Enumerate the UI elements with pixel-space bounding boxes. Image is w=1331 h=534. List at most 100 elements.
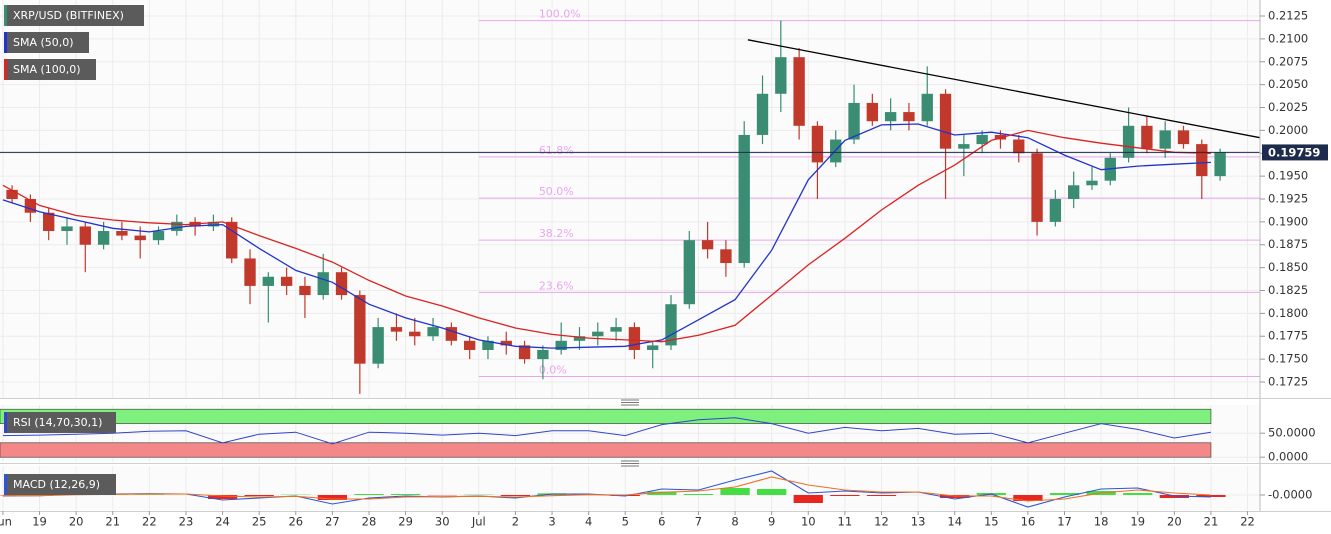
- y-tick-label: 0.2025: [1268, 100, 1308, 114]
- candle-body: [317, 272, 329, 296]
- candle-body: [683, 240, 695, 305]
- candle-body: [390, 327, 403, 332]
- y-tick-label: 0.1925: [1268, 192, 1308, 206]
- candle-body: [409, 331, 421, 337]
- candle-body: [665, 304, 677, 346]
- histogram-bar: [1196, 495, 1226, 497]
- candle-body: [79, 226, 91, 245]
- x-tick-label: 15: [984, 515, 999, 529]
- x-tick-label: 30: [435, 515, 450, 529]
- candle-body: [445, 327, 458, 341]
- legend-box: [4, 5, 144, 26]
- legend-box: [4, 474, 116, 495]
- y-tick-label: 0.1725: [1268, 374, 1308, 388]
- x-tick-label: 8: [731, 515, 738, 529]
- legend-box: [4, 59, 96, 80]
- candle-body: [262, 276, 275, 286]
- y-tick-label: 50.0000: [1268, 426, 1316, 440]
- legend-item[interactable]: MACD (12,26,9): [4, 474, 116, 495]
- last-price-tag: [1262, 144, 1328, 161]
- resize-handle[interactable]: [621, 460, 639, 467]
- candle-body: [555, 340, 567, 350]
- y-tick-label: 0.2075: [1268, 54, 1308, 68]
- candle-body: [848, 102, 860, 140]
- candle-body: [610, 327, 622, 332]
- candle-body: [299, 285, 311, 296]
- legend-item[interactable]: RSI (14,70,30,1): [4, 412, 116, 433]
- candle-body: [335, 272, 348, 296]
- candle-body: [372, 327, 384, 364]
- legend-label: MACD (12,26,9): [13, 478, 100, 491]
- candle-body: [354, 295, 366, 364]
- candle-body: [61, 226, 73, 232]
- candle-body: [647, 345, 659, 350]
- candle-body: [1031, 153, 1043, 222]
- legend-box: [4, 32, 89, 53]
- x-tick-label: 3: [548, 515, 555, 529]
- x-tick-label: 11: [838, 515, 853, 529]
- histogram-bar: [1049, 493, 1080, 495]
- legend-item[interactable]: SMA (50,0): [4, 32, 89, 53]
- candle-body: [775, 57, 787, 94]
- histogram-bar: [793, 495, 823, 503]
- fib-label: 61.8%: [539, 144, 574, 157]
- candle-body: [1122, 125, 1135, 158]
- x-tick-label: 4: [585, 515, 592, 529]
- candle-body: [482, 340, 494, 350]
- x-tick-label: 22: [1240, 515, 1255, 529]
- candle-body: [244, 258, 256, 286]
- x-tick-label: 12: [874, 515, 889, 529]
- candle-body: [427, 327, 439, 337]
- candle-body: [1049, 199, 1062, 222]
- histogram-bar: [866, 495, 897, 496]
- legend-swatch: [4, 412, 7, 433]
- fib-label: 50.0%: [539, 185, 574, 198]
- trendline: [747, 39, 1261, 139]
- candle-body: [97, 231, 110, 245]
- legend-label: SMA (100,0): [13, 63, 81, 76]
- legend-item[interactable]: SMA (100,0): [4, 59, 96, 80]
- x-tick-label: 2: [512, 515, 519, 529]
- rsi-band: [0, 408, 1212, 424]
- candle-body: [811, 125, 824, 163]
- candle-body: [1159, 130, 1171, 149]
- legend-label: XRP/USD (BITFINEX): [13, 9, 124, 22]
- candle-body: [903, 112, 915, 122]
- x-tick-label: Jul: [471, 515, 486, 529]
- fib-label: 23.6%: [539, 279, 574, 292]
- x-tick-label: 20: [1167, 515, 1182, 529]
- histogram-bar: [354, 494, 384, 495]
- y-tick-label: 0.0000: [1268, 450, 1308, 464]
- candle-body: [116, 231, 128, 236]
- x-tick-label: 20: [69, 515, 84, 529]
- x-tick-label: 24: [215, 515, 230, 529]
- histogram-bar: [244, 495, 274, 496]
- legend-swatch: [4, 474, 7, 495]
- x-tick-label: 10: [801, 515, 816, 529]
- candle-body: [226, 221, 238, 259]
- y-tick-label: 0.1750: [1268, 352, 1308, 366]
- candle-body: [756, 93, 769, 135]
- x-tick-label: 9: [768, 515, 775, 529]
- candle-body: [1141, 125, 1153, 149]
- resize-handle[interactable]: [621, 399, 639, 406]
- candle-body: [43, 212, 55, 232]
- macd-panel: [0, 466, 1260, 510]
- axis-layer: 0.1725 0.1750 0.1775 0.1800 0.1825 0.1850 0.18…: [0, 9, 1328, 529]
- y-tick-label: 0.1775: [1268, 329, 1308, 343]
- fib-label: 0.0%: [539, 363, 567, 376]
- candle-body: [518, 345, 531, 360]
- x-tick-label: 14: [947, 515, 962, 529]
- x-tick-label: 17: [1057, 515, 1072, 529]
- y-tick-label: -0.0000: [1268, 488, 1312, 502]
- candle-body: [793, 57, 805, 126]
- candle-body: [463, 340, 476, 350]
- rsi-line: [2, 417, 1211, 445]
- x-tick-label: 5: [622, 515, 629, 529]
- candle-body: [1067, 185, 1080, 199]
- sma-line: [2, 129, 1211, 343]
- y-tick-label: 0.2050: [1268, 77, 1308, 91]
- legend-item[interactable]: XRP/USD (BITFINEX): [4, 5, 144, 26]
- candle-body: [884, 112, 897, 122]
- x-tick-label: 28: [362, 515, 377, 529]
